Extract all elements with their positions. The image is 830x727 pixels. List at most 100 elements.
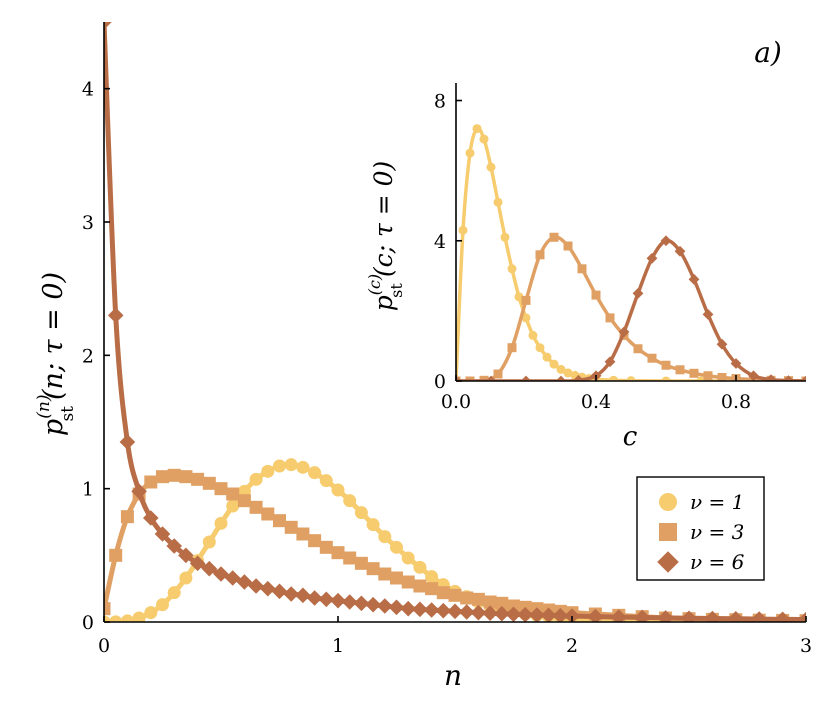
main-series-3-point [400, 600, 416, 617]
inset-series-2-point [633, 344, 643, 354]
main-y-label-arguments: (n; τ = 0) [38, 272, 69, 400]
main-series-1-point [390, 540, 403, 554]
main-series-1-point [167, 586, 181, 600]
legend-items: ν = 1 ν = 3 ν = 6 [657, 490, 745, 574]
main-series-3-point [318, 591, 335, 608]
main-series-1-point [319, 474, 333, 488]
inset-series-1-point [486, 162, 496, 172]
inset-series-2-point [689, 368, 699, 378]
main-series-1-point [202, 535, 216, 549]
main-series-3-point [587, 608, 604, 622]
main-series-2-point [448, 588, 462, 602]
inset-series-1-point [528, 330, 538, 340]
main-series-3-point [529, 607, 545, 622]
main-series-2-point [436, 586, 450, 600]
legend-marker-2 [659, 523, 677, 541]
main-series-3-point [774, 611, 791, 622]
inset-series-2-point [493, 369, 503, 379]
inset-series-2-point [577, 264, 587, 274]
main-series-3-point [517, 606, 533, 622]
main-y-label-subscript: st [58, 406, 78, 422]
inset-series-2-point [675, 365, 685, 375]
main-y-tick-label: 3 [82, 212, 94, 234]
main-series-1-point [366, 518, 380, 532]
main-series-2-point [471, 592, 485, 606]
main-series-2-point [495, 596, 509, 610]
main-series-2-point [144, 475, 158, 489]
main-series-3-point [260, 580, 276, 597]
main-series-1-point [226, 499, 240, 513]
main-series-3-point [447, 603, 463, 620]
main-series-2-point [296, 527, 310, 541]
inset-series-1-point [661, 376, 671, 381]
main-series-2-point [261, 507, 275, 521]
inset-series-2-point [563, 241, 573, 251]
inset-series-2-point [717, 372, 727, 381]
main-series-3-point [131, 483, 147, 500]
inset-axes [455, 83, 806, 382]
inset-series-2-point [647, 353, 657, 363]
main-y-tick-label: 2 [82, 345, 94, 367]
legend-marker-1 [659, 493, 677, 511]
main-series-3-point [295, 587, 311, 604]
inset-x-tick-label: 0.0 [441, 391, 471, 413]
main-series-2-point [284, 520, 298, 534]
main-series-3-point [423, 602, 440, 618]
inset-series-2-point [703, 371, 713, 381]
main-series-1-point [354, 506, 368, 520]
inset-series-3-point [783, 375, 794, 381]
inset-series-3-point [716, 338, 728, 350]
main-x-tick-label: 1 [332, 635, 344, 657]
inset-series-3-point [485, 375, 497, 381]
main-series-3-point [330, 592, 346, 609]
main-x-tick-label: 3 [800, 635, 812, 657]
inset-series-3-point [646, 252, 658, 264]
main-x-tick-label: 0 [98, 635, 110, 657]
main-series-3-point [552, 607, 569, 622]
main-series-1-point [156, 598, 169, 612]
main-series-1-point [284, 458, 298, 472]
main-series-2-point [191, 472, 205, 486]
main-series-3-point [283, 586, 299, 602]
main-series-3-point [154, 526, 171, 542]
inset-series-2-point [465, 376, 475, 381]
inset-series-2-point [549, 232, 559, 242]
main-series-3-point [353, 595, 370, 612]
main-series-1-point [273, 459, 286, 473]
main-series-2-point [390, 571, 403, 585]
inset-series-1-point [535, 343, 545, 353]
main-series-3-point [213, 566, 229, 582]
main-series-3-point [201, 560, 218, 577]
main-series-3-point [657, 610, 674, 622]
inset-y-label-subscript: st [387, 283, 406, 298]
inset-series-3-point [604, 356, 616, 368]
main-series-3-point [365, 596, 381, 613]
main-y-tick-label: 0 [82, 612, 94, 634]
main-series-3-point [166, 538, 182, 554]
inset-ticks: 0.0 0.4 0.8 0 4 8 [434, 91, 751, 413]
inset-y-tick-label: 4 [434, 231, 446, 253]
inset-series-1-point [549, 359, 559, 369]
inset-series-1-point [514, 292, 524, 302]
inset-series-1-point [500, 232, 510, 242]
main-series-3-point [224, 570, 241, 586]
main-series-3-point [634, 609, 650, 622]
main-axes [103, 22, 806, 623]
main-series-3-point [189, 555, 206, 572]
legend-label-3: ν = 6 [690, 550, 745, 574]
main-series-1-point [109, 615, 123, 622]
main-series-3-point [341, 594, 358, 610]
main-series-3-point [681, 610, 697, 622]
inset-y-label-arguments: (c; τ = 0) [369, 161, 398, 277]
inset-x-tick-label: 0.4 [581, 391, 611, 413]
inset-series-1-point [507, 264, 517, 274]
main-series-3-point [564, 608, 580, 622]
main-ticks: 0 1 2 3 0 1 2 3 4 [82, 79, 812, 657]
inset-series-3-point [555, 375, 567, 381]
main-series-3-point [119, 434, 136, 450]
main-series-3-point [798, 611, 806, 622]
inset-series-1-point [493, 197, 503, 207]
inset-x-tick-label: 0.8 [721, 391, 751, 413]
legend-label-2: ν = 3 [690, 520, 744, 544]
